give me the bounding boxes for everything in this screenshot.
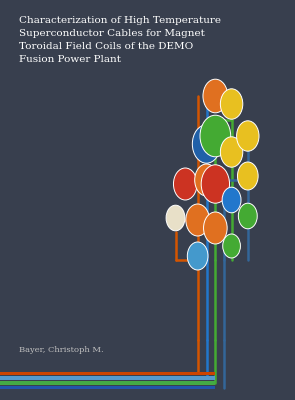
Circle shape — [222, 187, 241, 213]
Circle shape — [186, 204, 209, 236]
Circle shape — [192, 125, 221, 163]
Circle shape — [166, 205, 185, 231]
Bar — [0, 372, 215, 375]
Circle shape — [201, 165, 230, 203]
Circle shape — [204, 212, 227, 244]
Circle shape — [195, 164, 218, 196]
Circle shape — [237, 162, 258, 190]
Circle shape — [173, 168, 197, 200]
Bar — [0, 386, 215, 389]
Circle shape — [203, 79, 228, 113]
Circle shape — [220, 89, 243, 119]
Bar — [0, 376, 215, 380]
Text: Bayer, Christoph M.: Bayer, Christoph M. — [19, 346, 104, 354]
Text: Characterization of High Temperature
Superconductor Cables for Magnet
Toroidal F: Characterization of High Temperature Sup… — [19, 16, 221, 64]
Circle shape — [223, 234, 240, 258]
Circle shape — [237, 121, 259, 151]
Circle shape — [238, 203, 257, 229]
Circle shape — [220, 137, 243, 167]
Bar — [0, 381, 215, 385]
Circle shape — [187, 242, 208, 270]
Circle shape — [200, 115, 231, 157]
